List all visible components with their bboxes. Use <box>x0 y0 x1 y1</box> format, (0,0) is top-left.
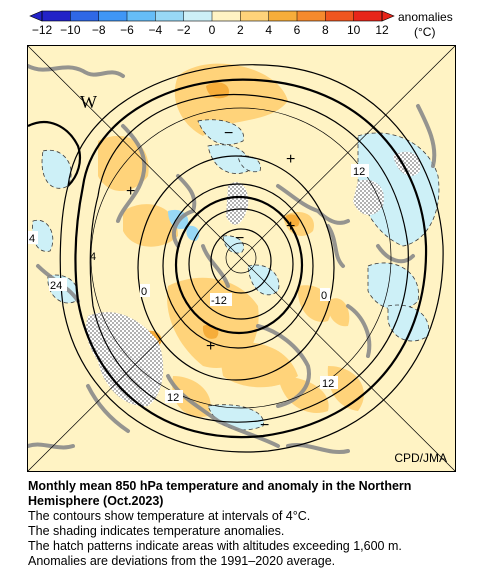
minus-label-north: − <box>224 125 233 142</box>
colorbar-segment <box>353 11 383 21</box>
colorbar-segment <box>268 11 298 21</box>
contour-label-0-east: 0 <box>321 290 327 302</box>
caption-title-line1: Monthly mean 850 hPa temperature and ano… <box>28 479 412 493</box>
temperature-contours <box>59 64 444 453</box>
colorbar-segment <box>98 11 128 21</box>
map-credit: CPD/JMA <box>394 451 447 465</box>
major-contours <box>28 78 428 439</box>
minus-label-south: − <box>260 417 269 434</box>
colorbar-tick-label: −6 <box>120 23 134 37</box>
colorbar-tick-label: −4 <box>148 23 163 37</box>
cool-anomaly-areas <box>31 119 440 431</box>
plus-label-west: + <box>126 183 135 200</box>
colorbar-unit: (°C) <box>414 25 436 39</box>
plus-label-south: + <box>206 338 215 355</box>
contour-label-24-west: 24 <box>50 280 62 292</box>
caption-title-line2: Hemisphere (Oct.2023) <box>28 494 164 508</box>
colorbar-tick-label: 8 <box>321 23 329 37</box>
high-terrain-hatch <box>86 151 421 407</box>
colorbar-segment <box>325 11 355 21</box>
caption-line-shading: The shading indicates temperature anomal… <box>28 524 285 538</box>
colorbar-low-arrow <box>29 10 43 22</box>
caption-line-contours: The contours show temperature at interva… <box>28 509 311 523</box>
colorbar-tick-label: −2 <box>176 23 191 37</box>
colorbar-segment <box>240 11 270 21</box>
contour-label-4-inner: 4 <box>90 251 96 263</box>
colorbar-tick-label: −10 <box>60 23 81 37</box>
colorbar-tick-label: −12 <box>31 23 53 37</box>
colorbar-segment <box>212 11 241 21</box>
colorbar-title: anomalies <box>398 10 453 24</box>
contour-label-4-west: 4 <box>29 233 35 245</box>
colorbar-high-arrow <box>381 10 395 22</box>
westerly-label: W <box>80 92 97 112</box>
graticule <box>28 46 455 471</box>
colorbar-graphic <box>29 10 395 22</box>
colorbar-tick-label: 6 <box>293 23 301 37</box>
figure-caption: Monthly mean 850 hPa temperature and ano… <box>28 479 468 569</box>
colorbar-segment <box>70 11 100 21</box>
contour-label-minus12-center: -12 <box>211 295 227 307</box>
colorbar-tick-label: −8 <box>91 23 106 37</box>
contour-label-0-west: 0 <box>141 286 147 298</box>
plus-label-center: + <box>286 218 295 235</box>
colorbar-segment <box>127 11 156 21</box>
contour-label-12-south: 12 <box>167 392 179 404</box>
minus-label-center: − <box>235 230 244 247</box>
caption-line-anomalies: Anomalies are deviations from the 1991–2… <box>28 554 336 568</box>
anomaly-colorbar: −12 −10 −8 −6 −4 −2 0 2 4 6 8 10 12 anomalies (°C) <box>0 0 480 44</box>
plus-label-east: + <box>286 151 295 168</box>
colorbar-segment <box>155 11 185 21</box>
colorbar-tick-label: 12 <box>375 23 389 37</box>
colorbar-segment <box>42 11 71 21</box>
colorbar-tick-label: 0 <box>208 23 216 37</box>
colorbar-tick-label: 2 <box>236 23 244 37</box>
colorbar-segment <box>183 11 213 21</box>
contour-label-12-northeast: 12 <box>353 166 365 178</box>
contour-label-12-southeast: 12 <box>322 378 334 390</box>
polar-map: W − + + + − + − 12 4 24 0 -12 0 12 12 4 … <box>27 45 456 472</box>
colorbar-segment <box>297 11 326 21</box>
caption-line-hatch: The hatch patterns indicate areas with a… <box>28 539 402 553</box>
map-canvas: W − + + + − + − 12 4 24 0 -12 0 12 12 4 <box>28 46 455 471</box>
colorbar-tick-label: 10 <box>346 23 361 37</box>
colorbar-tick-label: 4 <box>265 23 272 37</box>
